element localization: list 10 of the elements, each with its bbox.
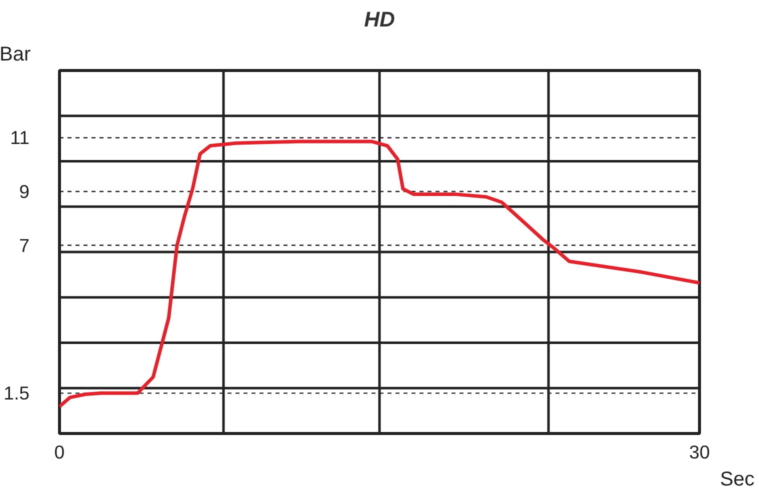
x-tick-label: 30 [689,442,710,462]
y-tick-label: 1.5 [4,382,30,404]
y-tick-label: 11 [10,127,30,148]
x-axis-title: Sec [720,468,755,490]
y-tick-label: 9 [19,181,30,202]
chart-title: HD [364,8,395,32]
line-series [60,140,700,408]
y-axis-title: Bar [0,44,31,66]
x-tick-label: 0 [54,442,65,462]
y-tick-label: 7 [19,234,30,256]
